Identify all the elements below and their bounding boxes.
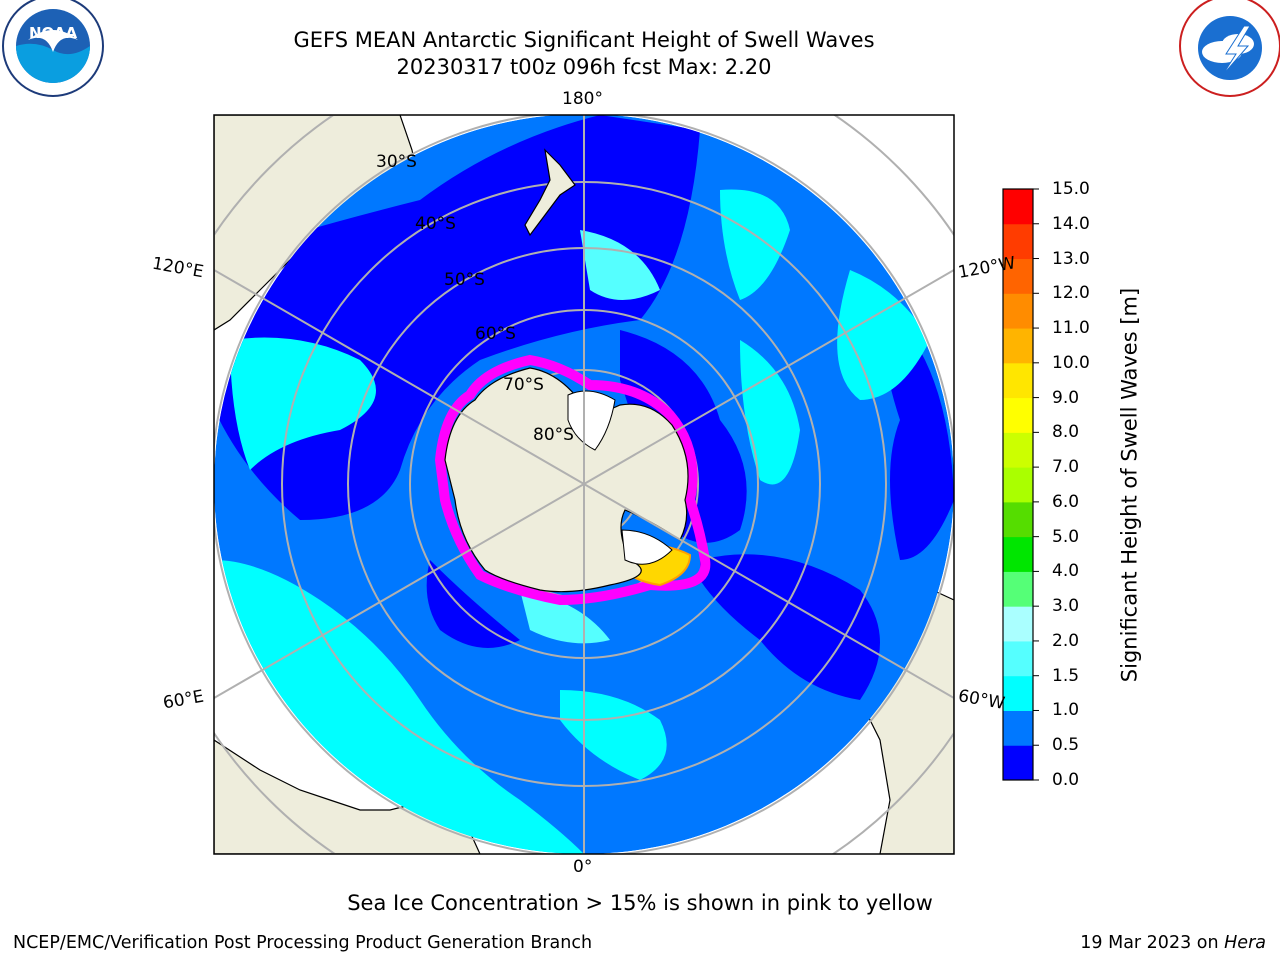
colorbar-tick-label: 9.0 [1052, 387, 1080, 408]
africa-land [214, 739, 481, 854]
chart-subtitle: 20230317 t00z 096h fcst Max: 2.20 [396, 55, 772, 79]
colorbar-segment [1003, 675, 1033, 711]
colorbar-tick-label: 0.5 [1052, 735, 1080, 756]
colorbar-segment [1003, 189, 1033, 225]
colorbar-title: Significant Height of Swell Waves [m] [1117, 287, 1142, 683]
footer-host: Hera [1224, 933, 1266, 953]
colorbar-tick-label: 1.0 [1052, 700, 1080, 721]
colorbar-tick-label: 11.0 [1052, 318, 1090, 339]
colorbar-segment [1003, 606, 1033, 642]
colorbar-segment [1003, 293, 1033, 329]
colorbar-segment [1003, 640, 1033, 677]
colorbar-segment [1003, 501, 1033, 538]
swell-region-cyan-4 [837, 270, 930, 400]
low-swell-region-5 [426, 560, 520, 648]
longitude-grid [214, 115, 954, 854]
ice-shelf-ross [567, 390, 616, 451]
lon-label-0: 0° [573, 857, 593, 877]
new-zealand-land [524, 148, 576, 237]
colorbar-segment [1003, 745, 1033, 781]
colorbar-tick-label: 13.0 [1052, 248, 1090, 269]
lat-label-30s: 30°S [376, 152, 417, 172]
colorbar-tick-label: 12.0 [1052, 283, 1090, 304]
low-swell-region-3 [700, 554, 880, 700]
noaa-logo: NOAA [2, 0, 104, 97]
sea-ice-note: Sea Ice Concentration > 15% is shown in … [347, 891, 933, 915]
lon-label-180: 180° [562, 89, 603, 109]
lat-label-60s: 60°S [475, 324, 516, 344]
colorbar-tick-label: 0.0 [1052, 770, 1080, 790]
colorbar-segment [1003, 467, 1033, 503]
colorbar-tick-label: 1.5 [1052, 665, 1080, 686]
lat-label-70s: 70°S [503, 375, 544, 395]
swell-region-cyan-2 [230, 337, 376, 470]
colorbar-tick-label: 6.0 [1052, 491, 1080, 512]
colorbar-tick-label: 8.0 [1052, 422, 1080, 443]
colorbar-tick-label: 5.0 [1052, 526, 1080, 547]
swell-region-cyan-7 [580, 230, 660, 300]
colorbar-segment [1003, 710, 1033, 746]
nws-logo [1179, 0, 1280, 97]
lat-label-40s: 40°S [415, 214, 456, 234]
lat-label-80s: 80°S [533, 425, 574, 445]
colorbar-tick-label: 7.0 [1052, 457, 1080, 478]
ice-shelf-weddell [621, 529, 673, 565]
noaa-logo-text: NOAA [29, 24, 78, 42]
map-frame [213, 114, 955, 855]
colorbar-tick-label: 14.0 [1052, 213, 1090, 234]
antarctica-land [444, 367, 689, 593]
swell-region-cyan-8 [520, 590, 610, 644]
colorbar-segment [1003, 397, 1033, 433]
footer-date-text: 19 Mar 2023 on [1080, 933, 1225, 953]
colorbar-tick-label: 15.0 [1052, 179, 1090, 199]
colorbar-tick-label: 4.0 [1052, 561, 1080, 582]
colorbar-segment [1003, 362, 1033, 399]
colorbar [1003, 188, 1039, 781]
colorbar-segment [1003, 571, 1033, 607]
colorbar-segment [1003, 258, 1033, 294]
footer-credit: NCEP/EMC/Verification Post Processing Pr… [13, 933, 593, 953]
chart-title: GEFS MEAN Antarctic Significant Height o… [293, 28, 875, 52]
footer-date: 19 Mar 2023 on Hera [1080, 933, 1266, 953]
colorbar-segment [1003, 536, 1033, 572]
lat-label-50s: 50°S [444, 270, 485, 290]
sea-ice-edge-pink [434, 354, 711, 606]
colorbar-tick-label: 10.0 [1052, 352, 1090, 373]
colorbar-tick-label: 3.0 [1052, 596, 1080, 617]
map-area [214, 115, 954, 854]
swell-region-cyan-3 [720, 189, 790, 300]
colorbar-segment [1003, 223, 1033, 260]
colorbar-segment [1003, 432, 1033, 468]
colorbar-segment [1003, 328, 1033, 364]
colorbar-tick-label: 2.0 [1052, 630, 1080, 651]
